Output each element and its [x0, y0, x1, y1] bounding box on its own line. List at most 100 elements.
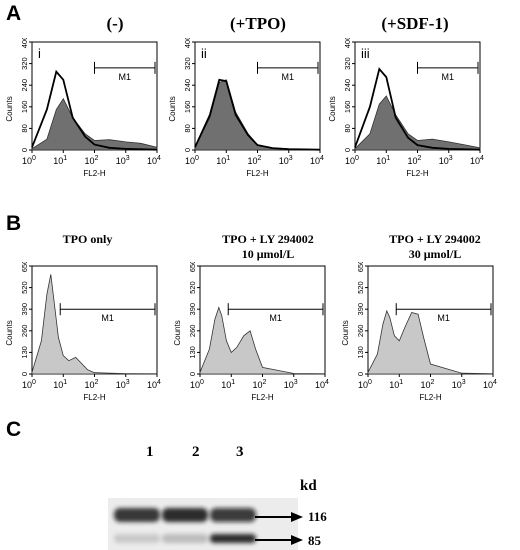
- y-tick-label: 650: [188, 262, 197, 272]
- lane-label-3: 3: [236, 444, 244, 460]
- x-tick-label: 100: [185, 155, 199, 166]
- x-tick-label: 100: [358, 379, 372, 390]
- histogram-b-1: M1 0 130 260 390 520 650 Counts 100 101 102 103 104 F…: [5, 262, 161, 402]
- histogram-b-3: M1 0 130 260 390 520 650 Counts 100 101 102 103 104 F…: [341, 262, 497, 402]
- y-tick-label: 0: [183, 148, 192, 152]
- y-tick-label: 650: [356, 262, 365, 272]
- band-116-lane-3: [210, 508, 256, 522]
- panel-b-title-3-line2: 30 μmol/L: [408, 247, 462, 261]
- x-tick-label: 103: [279, 155, 293, 166]
- panel-c-letter: C: [6, 418, 22, 441]
- y-tick-label: 320: [20, 57, 29, 70]
- y-tick-label: 160: [20, 101, 29, 114]
- histogram-a-i: M1 0 80 160 240 320 400 Counts 100 101 102 103 104 FL…: [5, 38, 161, 178]
- y-tick-label: 130: [188, 346, 197, 359]
- panel-b-title-2-line2: 10 μmol/L: [241, 247, 295, 261]
- histogram-filled-series: [354, 95, 481, 151]
- y-tick-label: 80: [20, 124, 29, 132]
- y-tick-label: 160: [343, 101, 352, 114]
- y-tick-label: 390: [356, 303, 365, 316]
- subplot-label: ii: [201, 46, 207, 61]
- x-tick-label: 103: [116, 379, 130, 390]
- x-axis-label: FL2-H: [246, 169, 268, 178]
- x-tick-label: 104: [147, 155, 161, 166]
- x-tick-label: 100: [345, 155, 359, 166]
- x-tick-label: 102: [421, 379, 435, 390]
- y-tick-label: 0: [188, 372, 197, 376]
- x-tick-label: 101: [53, 155, 67, 166]
- y-tick-label: 80: [343, 124, 352, 132]
- panel-a-title-2: (+TPO): [230, 14, 286, 33]
- western-blot: [108, 498, 298, 550]
- blot-marker-arrows: [255, 512, 303, 545]
- histogram-b-2: M1 0 130 260 390 520 650 Counts 100 101 102 103 104 F…: [173, 262, 329, 402]
- panel-b-letter: B: [6, 212, 22, 235]
- y-tick-label: 390: [188, 303, 197, 316]
- band-85-lane-3: [210, 534, 256, 543]
- lane-label-2: 2: [192, 444, 200, 460]
- x-tick-label: 101: [376, 155, 390, 166]
- x-axis-label: FL2-H: [83, 393, 105, 402]
- panel-b-title-2: TPO + LY 294002 10 μmol/L: [193, 232, 343, 262]
- y-tick-label: 390: [20, 303, 29, 316]
- histogram-outline-series: [31, 69, 158, 151]
- y-tick-label: 400: [183, 38, 192, 48]
- panel-a-title-3: (+SDF-1): [381, 14, 449, 33]
- panel-b-title-1-line1: TPO only: [62, 232, 113, 246]
- x-tick-label: 100: [22, 379, 36, 390]
- arrow-116-head-icon: [291, 512, 303, 522]
- y-tick-label: 520: [20, 281, 29, 294]
- y-tick-label: 0: [343, 148, 352, 152]
- x-tick-label: 104: [483, 379, 497, 390]
- y-tick-label: 650: [20, 262, 29, 272]
- panel-a-title-1: (-): [106, 14, 124, 33]
- y-tick-label: 320: [183, 57, 192, 70]
- panel-b-title-3: TPO + LY 294002 30 μmol/L: [360, 232, 510, 262]
- x-axis-label: FL2-H: [406, 169, 428, 178]
- y-tick-label: 130: [20, 346, 29, 359]
- x-tick-label: 104: [470, 155, 484, 166]
- y-tick-label: 260: [20, 325, 29, 338]
- x-tick-label: 103: [284, 379, 298, 390]
- y-tick-label: 400: [20, 38, 29, 48]
- x-axis-label: FL2-H: [419, 393, 441, 402]
- y-axis-label: Counts: [5, 320, 14, 345]
- y-axis-label: Counts: [5, 96, 14, 121]
- panel-b-title-2-line1: TPO + LY 294002: [222, 232, 314, 246]
- x-tick-label: 102: [408, 155, 422, 166]
- lane-label-1: 1: [146, 444, 154, 460]
- y-axis-label: Counts: [168, 96, 177, 121]
- histogram-filled-series: [31, 97, 158, 151]
- x-tick-label: 102: [248, 155, 262, 166]
- gate-label: M1: [269, 313, 282, 323]
- x-tick-label: 102: [253, 379, 267, 390]
- gate-label: M1: [118, 72, 131, 82]
- panel-b-title-1: TPO only: [20, 232, 155, 247]
- histogram-outline-series: [354, 67, 481, 151]
- histogram-filled-series: [31, 274, 158, 375]
- band-85-lane-2: [162, 534, 208, 543]
- gate-label: M1: [281, 72, 294, 82]
- x-tick-label: 103: [452, 379, 466, 390]
- y-tick-label: 320: [343, 57, 352, 70]
- y-tick-label: 240: [20, 79, 29, 92]
- x-tick-label: 103: [116, 155, 130, 166]
- y-tick-label: 520: [356, 281, 365, 294]
- gate-label: M1: [441, 72, 454, 82]
- subplot-label: i: [38, 46, 41, 61]
- y-tick-label: 240: [183, 79, 192, 92]
- x-tick-label: 104: [147, 379, 161, 390]
- x-tick-label: 101: [216, 155, 230, 166]
- x-tick-label: 101: [221, 379, 235, 390]
- y-tick-label: 260: [356, 325, 365, 338]
- histogram-filled-series: [367, 309, 494, 375]
- panel-b-title-3-line1: TPO + LY 294002: [389, 232, 481, 246]
- gate-label: M1: [437, 313, 450, 323]
- subplot-label: iii: [361, 46, 370, 61]
- band-85-lane-1: [114, 534, 160, 543]
- band-116-lane-2: [162, 508, 208, 522]
- y-tick-label: 80: [183, 124, 192, 132]
- histogram-a-ii: M1 0 80 160 240 320 400 Counts 100 101 102 103 104 FL…: [168, 38, 324, 178]
- panel-a-letter: A: [6, 2, 22, 25]
- y-tick-label: 400: [343, 38, 352, 48]
